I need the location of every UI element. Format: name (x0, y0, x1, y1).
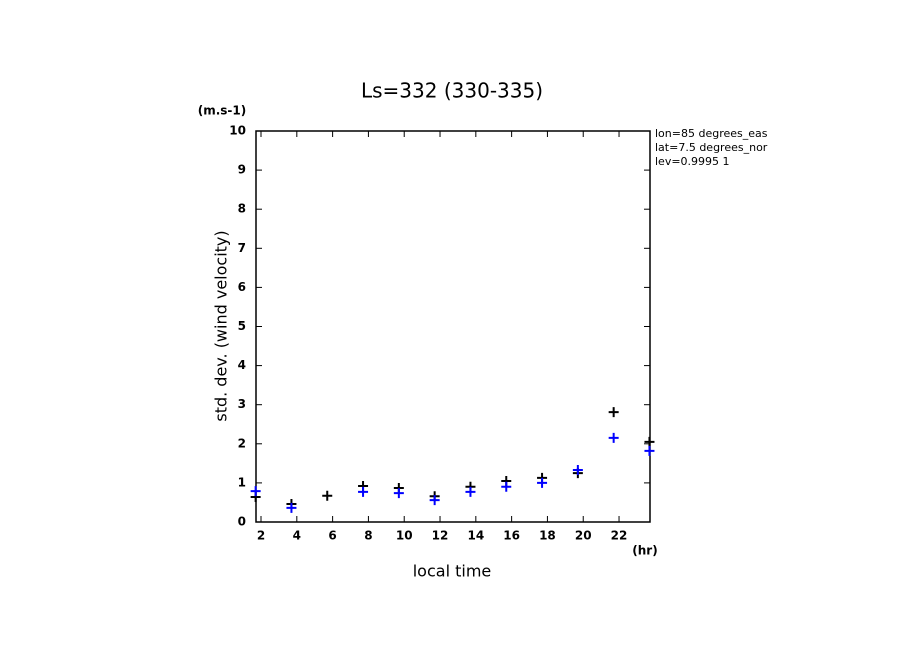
point (358, 486, 369, 497)
plot-frame (255, 130, 651, 523)
x-unit: (hr) (632, 544, 657, 558)
point (644, 436, 655, 447)
point (322, 490, 333, 501)
y-tick-label: 6 (238, 280, 246, 294)
x-tick-label: 12 (432, 529, 449, 543)
point (608, 432, 619, 443)
x-tick-label: 10 (396, 529, 413, 543)
x-tick-label: 4 (293, 529, 301, 543)
x-tick-label: 18 (539, 529, 556, 543)
x-tick-label: 2 (257, 529, 265, 543)
point (644, 445, 655, 456)
y-tick-label: 3 (238, 397, 246, 411)
annotation: lev=0.9995 1 (655, 155, 730, 168)
point (572, 464, 583, 475)
point (286, 502, 297, 513)
x-tick-label: 22 (611, 529, 628, 543)
x-tick-label: 16 (503, 529, 520, 543)
y-tick-label: 0 (238, 515, 246, 529)
y-tick-label: 8 (238, 202, 246, 216)
y-unit: (m.s-1) (198, 104, 247, 118)
point (250, 486, 261, 497)
point (393, 488, 404, 499)
y-tick-label: 4 (238, 358, 246, 372)
y-tick-label: 10 (229, 124, 246, 138)
point (465, 486, 476, 497)
x-tick-label: 6 (328, 529, 336, 543)
chart-title: Ls=332 (330-335) (361, 79, 543, 103)
y-tick-label: 7 (238, 241, 246, 255)
x-tick-label: 8 (364, 529, 372, 543)
annotation: lat=7.5 degrees_nor (655, 141, 768, 154)
annotation: lon=85 degrees_eas (655, 127, 768, 140)
point (608, 407, 619, 418)
point (537, 477, 548, 488)
x-axis-label: local time (413, 562, 492, 581)
point (501, 481, 512, 492)
x-tick-label: 20 (575, 529, 592, 543)
y-tick-label: 2 (238, 436, 246, 450)
x-tick-label: 14 (467, 529, 484, 543)
y-axis-label: std. dev. (wind velocity) (212, 230, 231, 421)
point (429, 495, 440, 506)
y-tick-label: 1 (238, 475, 246, 489)
y-tick-label: 9 (238, 163, 246, 177)
y-tick-label: 5 (238, 319, 246, 333)
